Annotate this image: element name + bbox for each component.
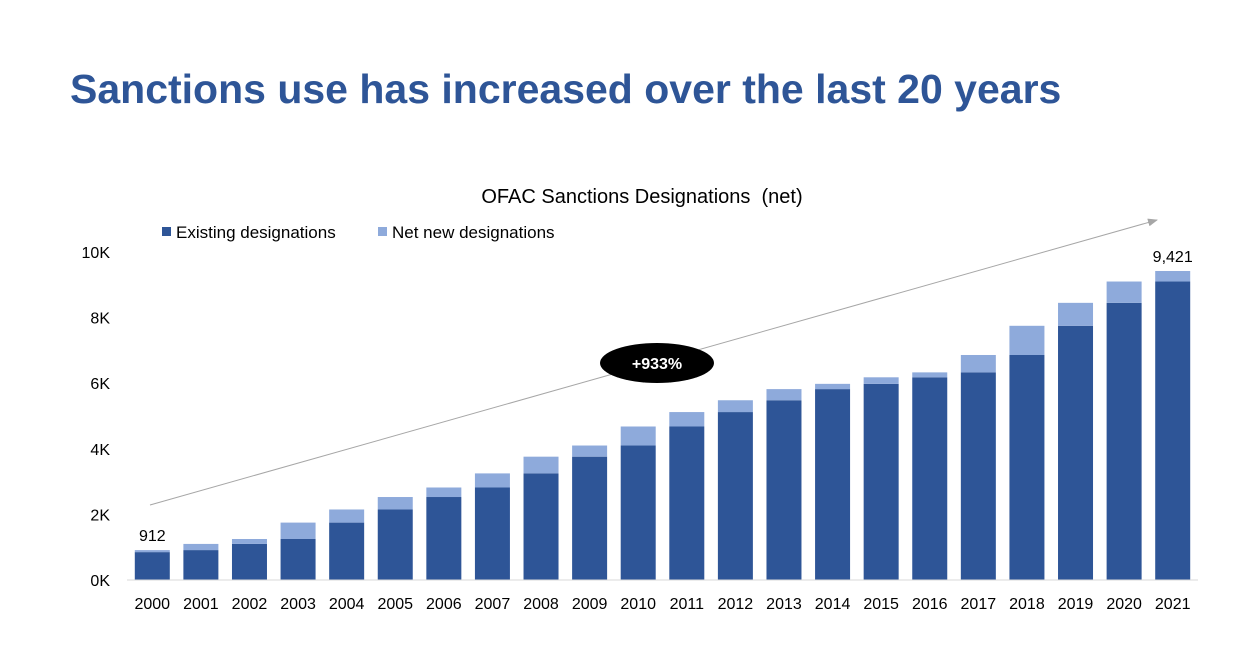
y-tick-label: 0K (90, 573, 110, 590)
x-tick-label: 2021 (1155, 596, 1191, 613)
bar-existing-2018 (1009, 354, 1045, 580)
x-tick-label: 2011 (670, 596, 705, 613)
x-tick-label: 2015 (863, 596, 899, 613)
growth-callout-label: +933% (632, 356, 682, 373)
y-tick-label: 8K (90, 311, 110, 328)
x-tick-label: 2019 (1058, 596, 1094, 613)
x-tick-label: 2002 (232, 596, 268, 613)
legend-label-existing: Existing designations (176, 223, 336, 242)
bar-net-new-2017 (960, 354, 996, 373)
x-tick-label: 2006 (426, 596, 462, 613)
bars (134, 270, 1191, 580)
legend: Existing designations Net new designatio… (162, 223, 555, 242)
y-axis: 0K 2K 4K 6K 8K 10K (82, 245, 111, 590)
bar-existing-2021 (1155, 281, 1191, 580)
legend-label-net-new: Net new designations (392, 223, 555, 242)
x-axis: 2000 2001 2002 2003 2004 2005 2006 2007 2008 2009… (134, 596, 1190, 613)
x-tick-label: 2004 (329, 596, 365, 613)
bar-existing-2000 (134, 552, 170, 580)
x-tick-label: 2020 (1106, 596, 1142, 613)
bar-existing-2003 (280, 539, 316, 580)
bar-existing-2007 (474, 487, 510, 580)
bar-existing-2016 (912, 377, 948, 580)
bar-net-new-2014 (815, 383, 851, 390)
y-tick-label: 4K (90, 442, 110, 459)
bar-net-new-2010 (620, 426, 656, 446)
chart-title: OFAC Sanctions Designations (net) (481, 186, 802, 208)
legend-swatch-net-new (378, 227, 387, 236)
bar-existing-2020 (1106, 302, 1142, 580)
x-tick-label: 2003 (280, 596, 316, 613)
bar-net-new-2015 (863, 377, 899, 384)
bar-net-new-2019 (1058, 302, 1094, 326)
legend-swatch-existing (162, 227, 171, 236)
growth-callout: +933% (600, 343, 714, 383)
bar-existing-2009 (572, 456, 608, 580)
y-tick-label: 2K (90, 507, 110, 524)
bar-existing-2004 (329, 522, 365, 580)
x-tick-label: 2001 (183, 596, 219, 613)
x-tick-label: 2010 (620, 596, 656, 613)
x-tick-label: 2018 (1009, 596, 1045, 613)
bar-existing-2013 (766, 400, 802, 580)
x-tick-label: 2012 (718, 596, 754, 613)
x-tick-label: 2005 (377, 596, 413, 613)
data-label-2021: 9,421 (1153, 249, 1193, 266)
x-tick-label: 2017 (961, 596, 997, 613)
bar-net-new-2005 (377, 497, 413, 510)
bar-existing-2014 (815, 389, 851, 580)
bar-net-new-2002 (231, 539, 267, 544)
y-tick-label: 6K (90, 376, 110, 393)
x-tick-label: 2007 (475, 596, 511, 613)
data-label-2000: 912 (139, 528, 166, 545)
bar-existing-2012 (717, 412, 753, 580)
x-tick-label: 2000 (134, 596, 170, 613)
bar-net-new-2016 (912, 372, 948, 378)
bar-existing-2002 (231, 543, 267, 580)
bar-net-new-2012 (717, 400, 753, 413)
bar-net-new-2013 (766, 389, 802, 401)
bar-existing-2015 (863, 383, 899, 580)
bar-net-new-2001 (183, 543, 219, 551)
bar-net-new-2020 (1106, 281, 1142, 303)
bar-existing-2001 (183, 550, 219, 580)
growth-callout-bubble (600, 343, 714, 383)
x-tick-label: 2013 (766, 596, 802, 613)
bar-net-new-2006 (426, 487, 462, 498)
page-title: Sanctions use has increased over the las… (70, 66, 1062, 112)
x-tick-label: 2008 (523, 596, 559, 613)
bar-existing-2019 (1058, 325, 1094, 580)
bar-net-new-2004 (329, 509, 365, 523)
bar-net-new-2018 (1009, 325, 1045, 355)
bar-net-new-2003 (280, 522, 316, 539)
x-tick-label: 2009 (572, 596, 608, 613)
bar-net-new-2021 (1155, 270, 1191, 282)
bar-existing-2006 (426, 497, 462, 580)
bar-existing-2011 (669, 426, 705, 580)
bar-existing-2005 (377, 509, 413, 580)
bar-net-new-2011 (669, 412, 705, 427)
bar-net-new-2000 (134, 550, 170, 553)
bar-net-new-2008 (523, 456, 559, 474)
bar-existing-2010 (620, 445, 656, 580)
x-tick-label: 2014 (815, 596, 851, 613)
x-tick-label: 2016 (912, 596, 948, 613)
bar-net-new-2009 (572, 445, 608, 457)
bar-net-new-2007 (474, 473, 510, 488)
data-labels: 912 9,421 (139, 249, 1193, 545)
y-tick-label: 10K (82, 245, 111, 262)
bar-existing-2008 (523, 473, 559, 580)
bar-existing-2017 (960, 372, 996, 580)
